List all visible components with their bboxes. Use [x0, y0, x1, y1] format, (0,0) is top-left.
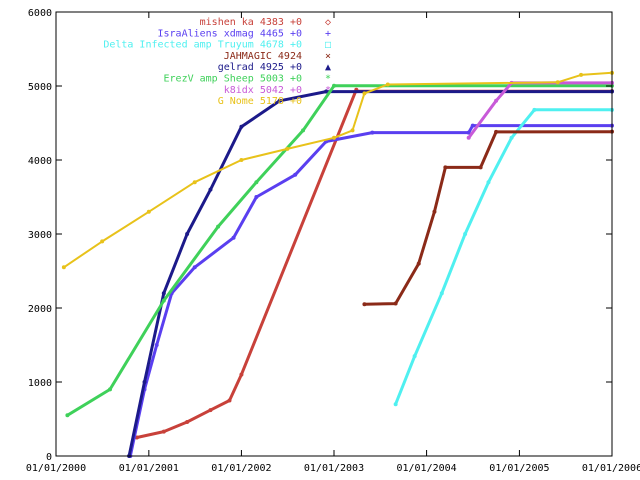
data-point-3-4: [443, 165, 448, 170]
x-tick-label: 01/01/2001: [119, 463, 179, 474]
data-point-7-10: [555, 80, 560, 85]
legend-entry-label: IsraAliens xdmag 4465 +0: [158, 28, 303, 39]
data-point-2-1: [412, 354, 417, 359]
legend-marker: □: [325, 40, 331, 51]
data-point-4-1: [142, 380, 147, 384]
data-point-0-3: [208, 408, 213, 413]
legend-marker: *: [325, 74, 331, 85]
data-point-7-3: [192, 180, 197, 185]
x-tick-label: 01/01/2005: [489, 463, 549, 474]
data-point-2-5: [509, 135, 514, 140]
legend-marker: ▲: [325, 62, 331, 73]
data-point-4-3: [185, 232, 190, 236]
x-tick-label: 01/01/2002: [211, 463, 271, 474]
data-point-2-4: [486, 180, 491, 185]
data-point-5-2: [161, 298, 166, 303]
data-point-3-5: [478, 165, 483, 170]
legend-entry-label: G Nome 5178 +0: [218, 96, 302, 107]
data-point-5-5: [301, 128, 306, 133]
series-line-2: [394, 108, 612, 405]
data-point-3-2: [416, 261, 421, 266]
data-point-5-4: [254, 180, 259, 185]
data-point-5-0: [65, 413, 70, 418]
data-point-2-6: [532, 107, 537, 112]
axes: 0 1000 2000 3000 4000 5000 6000 01/01/2000 01/01…: [26, 8, 640, 474]
data-point-7-2: [146, 209, 151, 214]
legend-marker: ◇: [325, 17, 331, 28]
y-tick-label: 4000: [28, 156, 52, 167]
legend-marker: *: [325, 85, 331, 96]
data-point-7-4: [239, 158, 244, 162]
data-point-6-0: [466, 135, 471, 140]
x-tick-label: 01/01/2004: [396, 463, 456, 474]
legend: mishen ka 4383 +0 ◇ IsraAliens xdmag 4465 …: [103, 17, 331, 107]
data-point-7-1: [100, 239, 105, 244]
data-point-7-5: [285, 146, 290, 151]
legend-entry-label: Delta Infected amp Truyum 4678 +0: [103, 40, 302, 51]
data-point-2-2: [439, 291, 444, 296]
data-point-7-11: [579, 72, 584, 77]
data-point-1-10: [466, 130, 471, 135]
series-line-6: [467, 81, 612, 139]
data-point-2-0: [393, 402, 398, 407]
series-line-5: [66, 84, 612, 417]
data-point-4-2: [161, 291, 166, 296]
plot-area: [61, 70, 614, 458]
data-point-4-6: [277, 98, 282, 103]
data-point-2-3: [463, 232, 468, 236]
data-point-4-7: [324, 89, 329, 94]
legend-entry-label: ErezV amp Sheep 5003 +0: [164, 74, 302, 85]
data-point-1-7: [293, 172, 298, 177]
data-point-1-5: [231, 235, 236, 240]
legend-entry-label: mishen ka 4383 +0: [200, 17, 302, 28]
data-point-3-6: [494, 129, 499, 134]
data-point-7-8: [362, 91, 367, 96]
data-point-1-11: [470, 123, 475, 128]
data-point-1-6: [254, 195, 259, 199]
data-point-4-5: [239, 124, 244, 129]
data-point-7-9: [385, 82, 390, 87]
y-tick-label: 6000: [28, 8, 52, 19]
data-point-3-1: [393, 301, 398, 306]
y-tick-label: 1000: [28, 378, 52, 389]
data-point-5-3: [216, 224, 221, 229]
data-point-7-0: [61, 265, 66, 270]
data-point-0-1: [161, 429, 166, 434]
legend-marker: +: [325, 28, 331, 39]
data-point-0-2: [185, 419, 190, 424]
series-line-3: [364, 130, 613, 306]
y-tick-label: 0: [46, 452, 52, 463]
data-point-3-0: [362, 302, 367, 307]
data-point-3-3: [432, 209, 437, 214]
x-tick-label: 01/01/2003: [304, 463, 364, 474]
data-point-0-5: [239, 372, 244, 377]
legend-marker: ×: [325, 51, 331, 62]
legend-entry-label: gelrad 4925 +0: [218, 62, 302, 73]
x-tick-label: 01/01/2000: [26, 463, 86, 474]
data-point-5-6: [332, 83, 336, 88]
x-tick-label: 01/01/2006: [582, 463, 640, 474]
data-point-5-1: [108, 387, 113, 392]
legend-entry-label: k8idx 5042 +0: [224, 85, 302, 96]
data-point-1-9: [370, 130, 375, 135]
data-point-0-4: [227, 398, 232, 403]
y-tick-label: 3000: [28, 230, 52, 241]
data-point-7-7: [350, 128, 355, 133]
data-point-4-4: [208, 187, 213, 192]
data-point-6-1: [494, 98, 499, 103]
data-point-7-6: [332, 135, 336, 140]
y-tick-label: 2000: [28, 304, 52, 315]
legend-entry-label: JAHMAGIC 4924: [224, 51, 302, 62]
data-point-1-2: [154, 343, 159, 347]
data-point-1-4: [192, 265, 197, 270]
y-tick-label: 5000: [28, 82, 52, 93]
